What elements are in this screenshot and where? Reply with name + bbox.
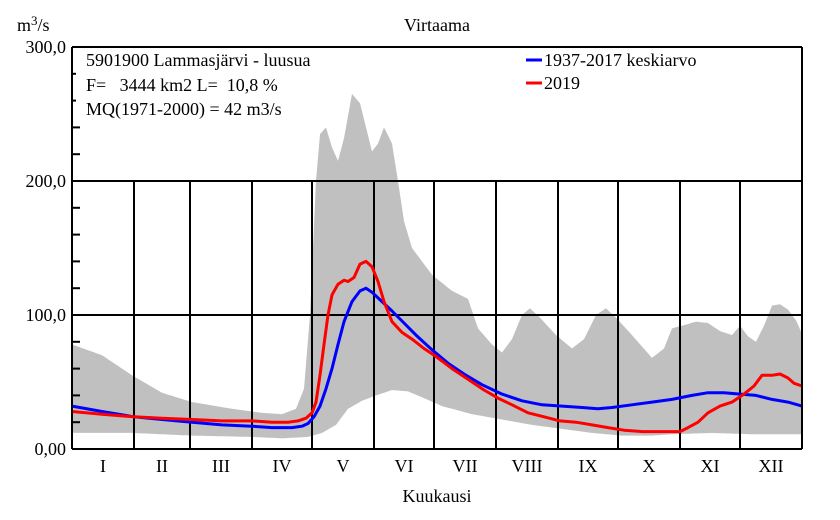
envelope-area — [72, 93, 802, 439]
catchment-info: F= 3444 km2 L= 10,8 % — [86, 75, 278, 95]
x-tick-label-month: II — [156, 456, 168, 476]
y-unit-superscript: 3 — [31, 13, 38, 28]
info-background — [76, 49, 332, 121]
x-axis-label: Kuukausi — [403, 486, 472, 506]
y-unit-m: m — [17, 15, 31, 35]
x-tick-label-month: I — [100, 456, 106, 476]
station-info: 5901900 Lammasjärvi - luusua F= 3444 km2… — [76, 49, 332, 121]
station-name: 5901900 Lammasjärvi - luusua — [86, 50, 310, 70]
x-tick-label-month: VII — [453, 456, 478, 476]
x-tick-label-month: XII — [759, 456, 784, 476]
y-tick-label: 100,0 — [26, 305, 67, 325]
legend-label-2019: 2019 — [544, 73, 580, 93]
mean-flow-info: MQ(1971-2000) = 42 m3/s — [86, 99, 282, 120]
series-line-2019 — [71, 259, 803, 434]
x-tick-label-month: IX — [579, 456, 598, 476]
y-axis-unit: m3/s — [17, 13, 50, 35]
y-unit-per-s: /s — [38, 15, 50, 35]
x-tick-label-month: VI — [395, 456, 414, 476]
grid-layer — [72, 180, 802, 449]
envelope-layer — [72, 93, 802, 439]
x-tick-label-month: XI — [701, 456, 720, 476]
chart-title: Virtaama — [404, 15, 470, 35]
x-tick-label-month: IV — [273, 456, 292, 476]
series-line-mean — [71, 286, 803, 430]
x-tick-label-month: VIII — [512, 456, 543, 476]
y-tick-label: 200,0 — [26, 171, 67, 191]
x-tick-label-month: X — [643, 456, 656, 476]
legend: 1937-2017 keskiarvo 2019 — [526, 50, 696, 93]
series-layer — [71, 259, 803, 434]
legend-label-mean: 1937-2017 keskiarvo — [544, 50, 696, 70]
x-tick-label-month: V — [337, 456, 350, 476]
x-tick-label-month: III — [212, 456, 230, 476]
y-tick-label: 300,0 — [26, 37, 67, 57]
y-tick-label: 0,00 — [35, 439, 67, 459]
